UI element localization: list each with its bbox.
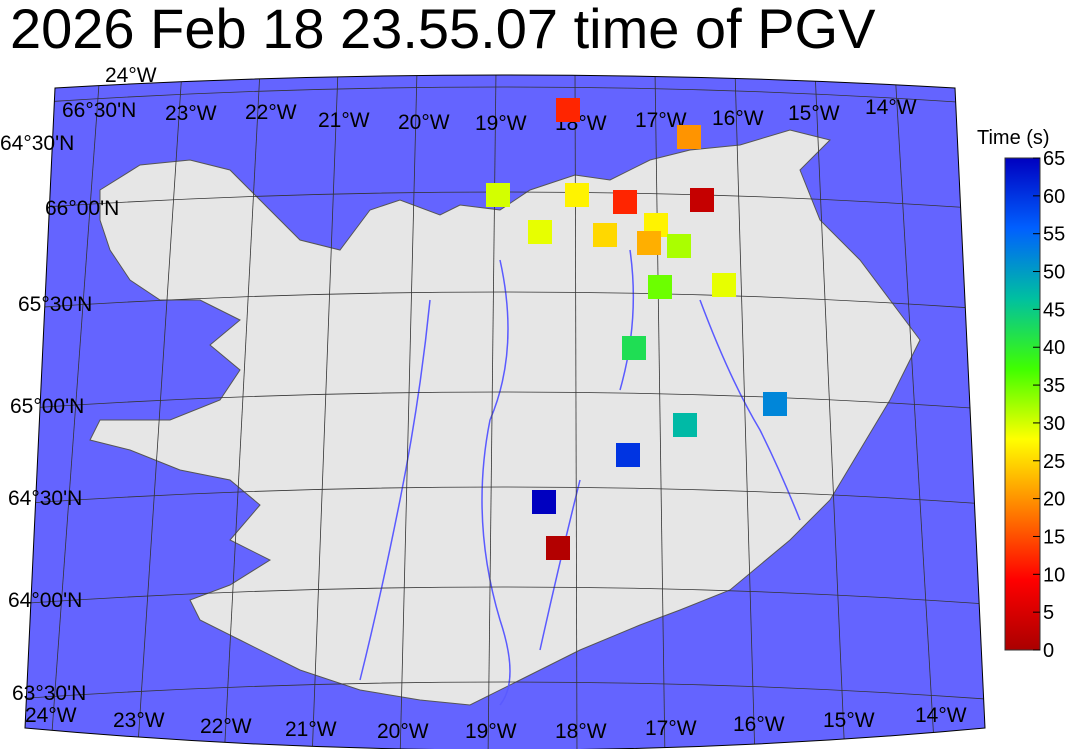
colorbar-tick-label: 35 (1043, 375, 1065, 397)
station-marker (556, 98, 580, 122)
colorbar-tick-label: 25 (1043, 451, 1065, 473)
parallel-line (25, 291, 985, 311)
parallel-label: 63°30'N (12, 682, 86, 705)
parallel-line (25, 86, 985, 106)
meridian-line (223, 75, 261, 749)
station-marker (565, 183, 589, 207)
rivers (359, 249, 801, 706)
parallel-label: 64°30'N (8, 487, 82, 510)
meridian-label-bottom: 21°W (285, 718, 337, 741)
meridian-label-bottom: 17°W (645, 717, 697, 740)
station-marker (667, 234, 691, 258)
meridian-line (894, 75, 936, 749)
colorbar-tick-label: 40 (1043, 337, 1065, 359)
station-marker (616, 443, 640, 467)
station-marker (613, 190, 637, 214)
meridian-line (136, 75, 183, 749)
parallel-label: 65°30'N (18, 293, 92, 316)
colorbar-tick-label: 50 (1043, 262, 1065, 284)
meridian-label-bottom: 22°W (200, 715, 252, 738)
meridian-label-bottom: 18°W (555, 720, 607, 743)
colorbar-tick-label: 5 (1043, 602, 1054, 624)
parallel-label: 64°00'N (8, 589, 82, 612)
meridian-line (399, 75, 418, 749)
meridian-label-top: 20°W (398, 111, 450, 134)
meridian-label-top: 16°W (712, 107, 764, 130)
meridian-label-bottom: 24°W (25, 704, 77, 727)
station-marker (593, 223, 617, 247)
meridian-label-bottom: 20°W (377, 720, 429, 743)
meridian-label-bottom: 14°W (915, 704, 967, 727)
parallel-line (25, 391, 985, 411)
meridian-line (654, 75, 666, 749)
parallel-label: 66°00'N (45, 197, 119, 220)
meridian-label-top: 15°W (788, 102, 840, 125)
colorbar-tick-label: 45 (1043, 299, 1065, 321)
corner-label: 66°30'N (62, 99, 136, 122)
station-marker (532, 490, 556, 514)
station-marker (486, 183, 510, 207)
stations (486, 98, 787, 560)
station-marker (673, 413, 697, 437)
colorbar-tick-label: 15 (1043, 526, 1065, 548)
parallel-line (25, 486, 985, 506)
meridian-label-bottom: 16°W (733, 713, 785, 736)
station-marker (637, 231, 661, 255)
colorbar: Time (s) 0 5 10 15 20 25 30 35 40 45 50 55 60 65 (977, 127, 1065, 662)
station-marker (528, 220, 552, 244)
meridian-label-bottom: 15°W (823, 709, 875, 732)
colorbar-tick-label: 10 (1043, 564, 1065, 586)
meridian-label-top: 23°W (165, 102, 217, 125)
parallel-label: 65°00'N (10, 395, 84, 418)
meridian-label-top: 19°W (475, 112, 527, 135)
station-marker (648, 275, 672, 299)
map-title: 2026 Feb 18 23.55.07 time of PGV (10, 0, 876, 60)
map-frame (24, 74, 986, 749)
corner-label: 24°W (105, 64, 157, 87)
station-marker (763, 392, 787, 416)
meridian-line (734, 75, 756, 749)
colorbar-tick-label: 20 (1043, 489, 1065, 511)
meridian-label-top: 17°W (635, 109, 687, 132)
colorbar-tick-label: 55 (1043, 224, 1065, 246)
meridian-line (814, 75, 846, 749)
colorbar-tick-label: 65 (1043, 148, 1065, 170)
meridian-label-bottom: 19°W (465, 720, 517, 743)
meridian-label-top: 21°W (318, 109, 370, 132)
meridian-label-top: 14°W (865, 96, 917, 119)
meridian-label-top: 22°W (245, 101, 297, 124)
corner-label: 64°30'N (0, 132, 74, 155)
colorbar-tick-label: 0 (1043, 640, 1054, 662)
station-marker (546, 536, 570, 560)
station-marker (712, 273, 736, 297)
meridian-label-bottom: 23°W (113, 709, 165, 732)
parallel-line (25, 681, 985, 701)
meridian-line (49, 75, 101, 749)
station-marker (677, 125, 701, 149)
colorbar-label: Time (s) (977, 127, 1050, 149)
station-marker (622, 336, 646, 360)
station-marker (690, 188, 714, 212)
parallel-line (25, 586, 985, 606)
colorbar-tick-label: 60 (1043, 186, 1065, 208)
meridian-line (311, 75, 339, 749)
colorbar-scale (1004, 157, 1041, 651)
colorbar-tick-label: 30 (1043, 413, 1065, 435)
